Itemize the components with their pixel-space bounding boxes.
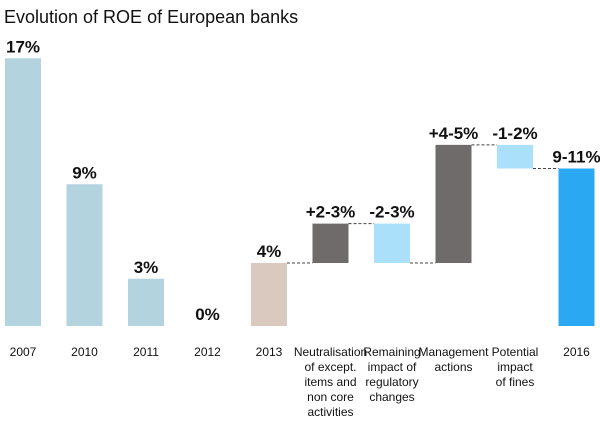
value-label-8: -1-2% [492, 124, 537, 143]
value-label-9: 9-11% [552, 148, 600, 167]
category-label-2: 2011 [133, 345, 159, 359]
category-label-9: 2016 [563, 345, 590, 359]
value-label-3: 0% [195, 305, 220, 324]
bar-8 [497, 144, 533, 169]
chart-title: Evolution of ROE of European banks [4, 7, 298, 27]
bar-7 [435, 144, 472, 263]
category-label-3: 2012 [194, 345, 221, 359]
value-label-5: +2-3% [306, 203, 356, 222]
category-label-5: Neutralisation of except. items and non cor… [294, 345, 367, 419]
value-label-4: 4% [257, 242, 282, 261]
bar-1 [66, 184, 103, 326]
bar-5 [312, 223, 349, 263]
bar-0 [5, 58, 41, 326]
bar-6 [374, 223, 410, 263]
category-label-6: Remaining impact of regulatory changes [363, 345, 420, 404]
category-label-4: 2013 [256, 345, 283, 359]
value-label-6: -2-3% [369, 203, 414, 222]
category-labels-layer: 2007 2010 2011 2012 2013 Neutralisation of exc… [10, 345, 591, 419]
bars-layer [5, 58, 595, 326]
value-label-2: 3% [134, 258, 159, 277]
value-labels-layer: 17% 9% 3% 0% 4% +2-3% -2-3% +4-5% -1-2% 9-11% [6, 37, 600, 324]
bar-4 [251, 263, 287, 326]
bar-2 [128, 278, 164, 326]
connectors-layer [287, 144, 559, 264]
value-label-0: 17% [6, 37, 40, 56]
category-label-0: 2007 [10, 345, 37, 359]
category-label-8: Potential impact of fines [492, 345, 539, 389]
category-label-1: 2010 [71, 345, 98, 359]
bar-9 [558, 168, 595, 326]
category-label-7: Management actions [418, 345, 489, 374]
value-label-7: +4-5% [429, 124, 479, 143]
value-label-1: 9% [72, 163, 97, 182]
